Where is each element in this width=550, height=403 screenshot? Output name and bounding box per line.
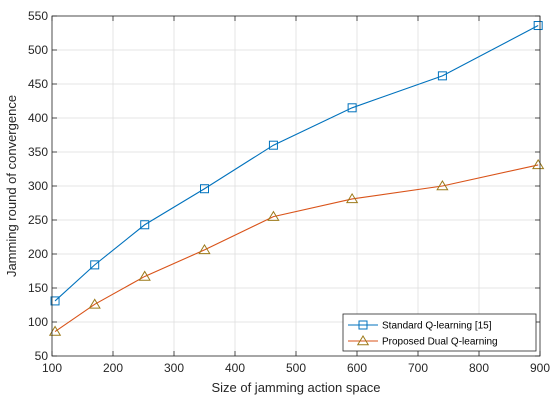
x-tick-label: 500: [286, 361, 306, 375]
y-tick-label: 550: [28, 9, 48, 23]
legend-entry-dual-q-learning: Proposed Dual Q-learning: [382, 337, 498, 348]
x-tick-label: 100: [42, 361, 62, 375]
data-point-square: [268, 140, 278, 150]
y-tick-label: 250: [28, 213, 48, 227]
legend-entry-standard-q-learning: Standard Q-learning [15]: [382, 321, 492, 332]
x-tick-label: 600: [347, 361, 367, 375]
series-lines: [48, 21, 545, 336]
plot-area-frame: [51, 15, 541, 357]
data-point-triangle: [267, 210, 280, 221]
data-point-triangle: [345, 192, 359, 204]
x-tick-label: 300: [164, 361, 184, 375]
data-point-triangle: [436, 180, 449, 191]
y-tick-label: 500: [28, 43, 48, 57]
x-tick-label: 400: [225, 361, 245, 375]
y-tick-label: 100: [28, 315, 48, 329]
x-tick-label: 800: [469, 361, 489, 375]
y-tick-label: 450: [28, 77, 48, 91]
y-tick-label: 200: [28, 247, 48, 261]
legend-marker-square: [358, 320, 368, 330]
data-point-square: [200, 184, 209, 194]
data-point-triangle: [48, 325, 62, 336]
legend-marker-triangle: [356, 335, 370, 346]
data-point-square: [533, 21, 543, 31]
y-tick-label: 400: [28, 111, 48, 125]
y-axis-label: Jamming round of convergence: [4, 95, 19, 277]
grid: [51, 15, 541, 357]
series-line-0: [54, 25, 539, 302]
data-point-triangle: [198, 243, 211, 255]
y-tick-label: 300: [28, 179, 48, 193]
data-point-triangle: [532, 158, 545, 170]
y-tick-label: 150: [28, 281, 48, 295]
x-tick-label: 700: [408, 361, 428, 375]
series-line-1: [54, 164, 539, 332]
legend-box: [342, 313, 537, 352]
data-point-square: [90, 260, 100, 270]
y-tick-label: 350: [28, 145, 48, 159]
legend: Standard Q-learning [15] Proposed Dual Q…: [342, 313, 537, 352]
data-point-triangle: [138, 270, 151, 281]
data-point-square: [50, 296, 60, 306]
axis-ticks: 100 200 300 400 500 600 700 800 9005010015020025…: [28, 9, 550, 375]
x-tick-label: 200: [103, 361, 123, 375]
data-point-square: [347, 103, 357, 113]
data-point-triangle: [88, 298, 101, 309]
x-tick-label: 900: [530, 361, 550, 375]
data-point-square: [140, 220, 150, 230]
x-axis-label: Size of jamming action space: [211, 380, 380, 395]
data-point-square: [437, 71, 447, 81]
y-tick-label: 50: [35, 349, 49, 363]
